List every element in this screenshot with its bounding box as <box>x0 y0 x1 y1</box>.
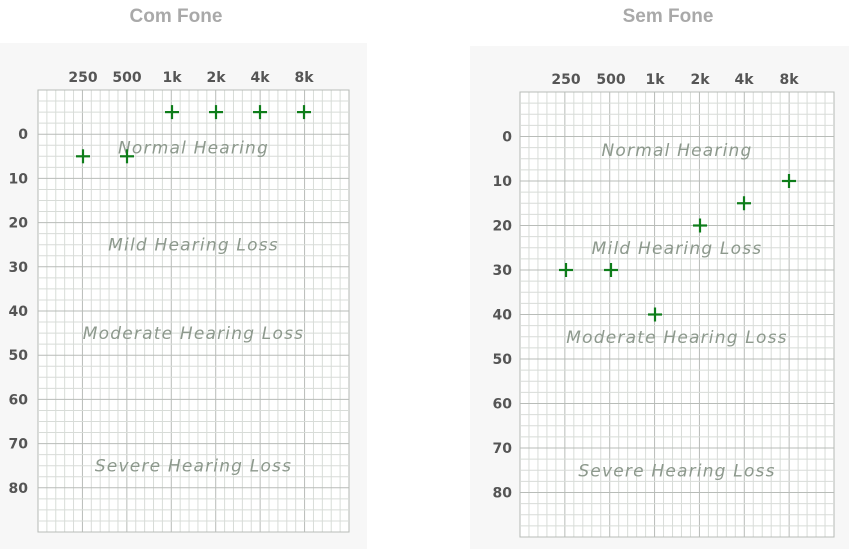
x-tick-label: 250 <box>551 72 580 88</box>
chart-title-sem-fone: Sem Fone <box>622 6 714 27</box>
y-tick-label: 70 <box>9 437 29 453</box>
y-tick-label: 0 <box>18 127 28 143</box>
x-tick-label: 8k <box>294 70 314 86</box>
y-tick-label: 10 <box>9 171 29 187</box>
zone-label: Severe Hearing Loss <box>95 457 292 477</box>
data-point-marker <box>297 105 311 120</box>
x-tick-label: 2k <box>690 72 710 88</box>
zone-label: Moderate Hearing Loss <box>83 324 304 344</box>
x-tick-label: 1k <box>645 72 665 88</box>
grid <box>519 91 835 538</box>
y-tick-label: 50 <box>9 348 29 364</box>
x-tick-label: 250 <box>68 70 97 86</box>
zone-label: Moderate Hearing Loss <box>566 328 787 348</box>
zone-label: Mild Hearing Loss <box>108 236 279 256</box>
y-tick-label: 20 <box>493 219 513 235</box>
x-tick-label: 4k <box>734 72 754 88</box>
data-point-marker <box>253 105 267 120</box>
y-tick-label: 50 <box>493 352 513 368</box>
data-point-marker <box>76 149 90 164</box>
data-point-marker <box>737 196 751 211</box>
x-tick-label: 4k <box>250 70 270 86</box>
zone-label: Severe Hearing Loss <box>578 461 775 481</box>
y-tick-label: 30 <box>493 263 513 279</box>
x-tick-label: 500 <box>596 72 625 88</box>
data-point-marker <box>648 307 662 322</box>
y-tick-label: 40 <box>9 304 29 320</box>
x-tick-label: 500 <box>112 70 141 86</box>
y-tick-label: 20 <box>9 216 29 232</box>
y-tick-label: 10 <box>493 174 513 190</box>
y-tick-label: 0 <box>502 130 512 146</box>
data-point-marker <box>693 218 707 233</box>
data-point-marker <box>604 263 618 277</box>
y-tick-label: 80 <box>493 486 513 502</box>
y-tick-label: 30 <box>9 260 29 276</box>
data-point-marker <box>120 149 134 164</box>
data-point-marker <box>165 105 179 120</box>
y-tick-label: 70 <box>493 441 513 457</box>
y-tick-label: 80 <box>9 481 29 497</box>
data-point-marker <box>782 174 796 188</box>
y-tick-label: 60 <box>9 392 29 408</box>
zone-label: Mild Hearing Loss <box>592 239 763 259</box>
chart-title-com-fone: Com Fone <box>129 6 223 27</box>
x-tick-label: 2k <box>206 70 226 86</box>
x-tick-label: 8k <box>779 72 799 88</box>
x-tick-label: 1k <box>162 70 182 86</box>
y-tick-label: 60 <box>493 397 513 413</box>
zone-label: Normal Hearing <box>602 141 753 161</box>
y-tick-label: 40 <box>493 308 513 324</box>
data-point-marker <box>559 263 573 277</box>
grid <box>37 89 350 533</box>
zone-label: Normal Hearing <box>118 138 269 158</box>
data-point-marker <box>209 105 223 120</box>
